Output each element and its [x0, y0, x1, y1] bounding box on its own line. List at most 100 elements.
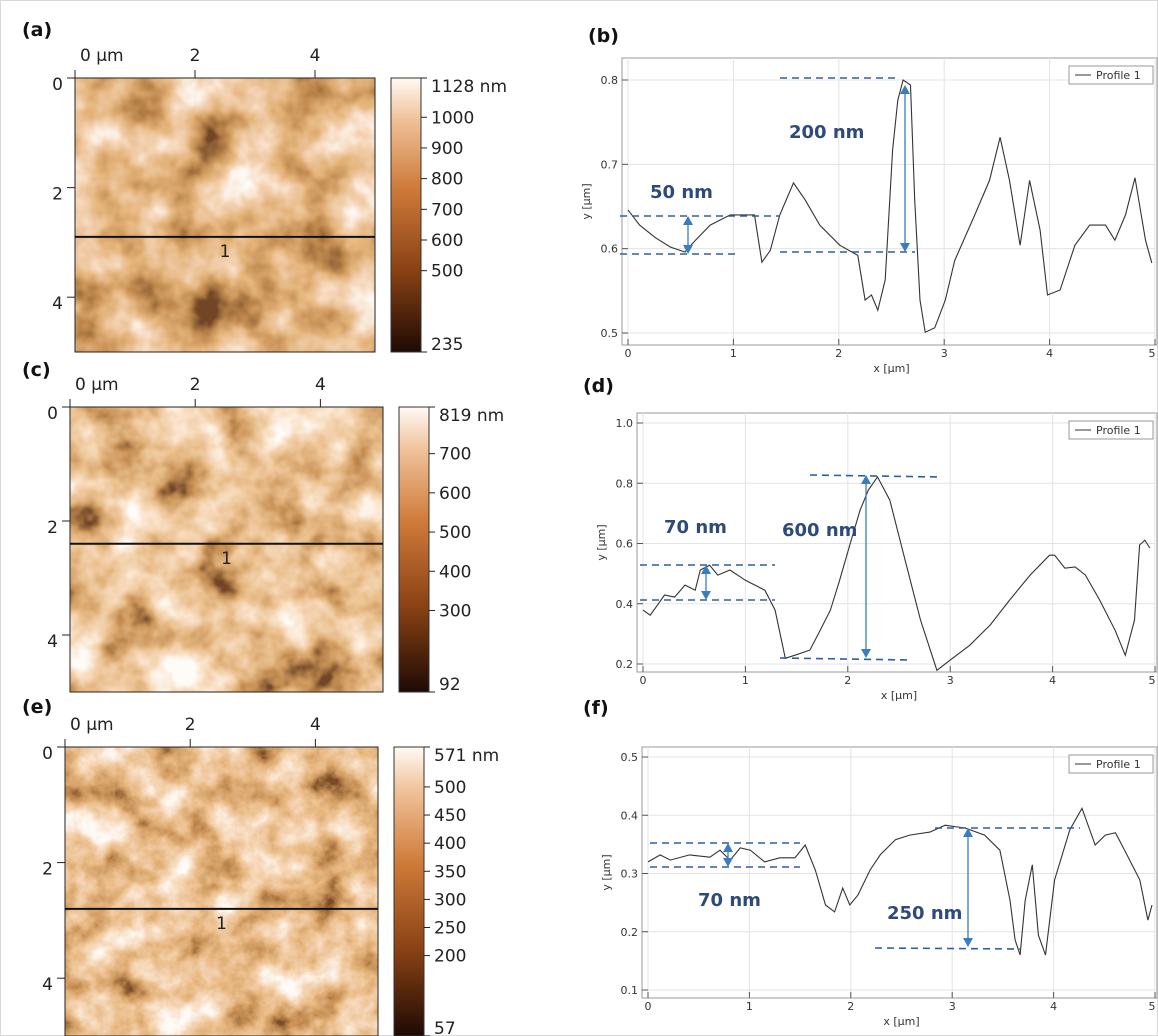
afm-frame: [69, 406, 384, 693]
arrow-head: [683, 245, 693, 254]
profile-label: 1: [221, 549, 232, 569]
colorbar: [390, 77, 422, 353]
y-tick-label: 4: [42, 975, 53, 995]
x-tick-label: 4: [310, 715, 321, 735]
colorbar: [393, 746, 425, 1036]
panel-label: (c): [22, 359, 51, 381]
y-tick-label: 4: [47, 632, 58, 652]
arrow-head: [963, 828, 973, 837]
y-tick-label: 0: [42, 744, 53, 764]
profile-curve: [642, 475, 1151, 672]
x-tick-label: 3: [947, 674, 954, 687]
colorbar-tick-label: 700: [439, 445, 471, 465]
arrow-head: [963, 938, 973, 947]
y-tick-label: 0.1: [621, 984, 639, 997]
y-tick-label: 4: [52, 294, 63, 314]
x-tick-label: 3: [941, 347, 948, 360]
y-tick-label: 1.0: [616, 417, 634, 430]
legend-box: [1068, 420, 1154, 440]
y-axis-label: y [µm]: [580, 183, 593, 219]
arrow-head: [723, 858, 733, 867]
profile-curve: [627, 79, 1153, 333]
x-tick-label: 2: [835, 347, 842, 360]
annotation: 50 nm: [650, 182, 713, 203]
x-tick-label: 1: [730, 347, 737, 360]
y-tick-label: 0.8: [616, 477, 634, 490]
colorbar-tick-label: 1000: [431, 108, 474, 128]
arrow-head: [900, 85, 910, 94]
x-tick-label: 2: [190, 375, 201, 395]
y-tick-label: 0.2: [616, 658, 634, 671]
y-tick-label: 0: [47, 404, 58, 424]
colorbar-tick-label: 900: [431, 139, 463, 159]
colorbar-tick-label: 500: [439, 523, 471, 543]
colorbar-tick-label: 700: [431, 200, 463, 220]
colorbar-tick-label: 800: [431, 170, 463, 190]
colorbar-tick-label: 571 nm: [434, 746, 499, 766]
colorbar-tick-label: 600: [439, 484, 471, 504]
y-tick-label: 0.5: [621, 751, 639, 764]
x-tick-label: 5: [1149, 1000, 1156, 1013]
plot-frame: [636, 412, 1158, 673]
arrow-head: [701, 565, 711, 574]
arrow-head: [861, 649, 871, 658]
annotation-guide: [809, 474, 941, 478]
legend-label: Profile 1: [1096, 69, 1141, 82]
x-tick-label: 2: [185, 715, 196, 735]
y-tick-label: 0.4: [621, 809, 639, 822]
annotation: 600 nm: [782, 520, 857, 541]
colorbar-tick-label: 819 nm: [439, 406, 504, 426]
y-axis-label: y [µm]: [600, 854, 613, 890]
y-tick-label: 2: [42, 860, 53, 880]
x-tick-label: 0 µm: [75, 375, 119, 395]
x-tick-label: 4: [1049, 674, 1056, 687]
colorbar-tick-label: 200: [434, 947, 466, 967]
panel-label: (a): [22, 19, 52, 41]
panel-label: (f): [583, 697, 609, 719]
colorbar: [398, 406, 430, 693]
x-axis-label: x [µm]: [881, 689, 917, 702]
annotation: 200 nm: [789, 122, 864, 143]
x-tick-label: 4: [310, 46, 321, 66]
profile-curve: [647, 806, 1153, 956]
colorbar-tick-label: 235: [431, 335, 463, 355]
y-tick-label: 2: [47, 518, 58, 538]
annotation-guide: [779, 657, 911, 661]
x-tick-label: 1: [746, 1000, 753, 1013]
arrow-head: [701, 591, 711, 600]
x-tick-label: 0 µm: [80, 46, 124, 66]
panel-label: (d): [583, 375, 614, 397]
x-tick-label: 4: [1046, 347, 1053, 360]
annotation: 70 nm: [664, 517, 727, 538]
afm-image: [70, 407, 383, 692]
y-tick-label: 0.6: [616, 538, 634, 551]
profile-label: 1: [220, 242, 231, 262]
legend-box: [1068, 65, 1154, 85]
afm-frame: [74, 77, 376, 353]
x-tick-label: 0: [640, 674, 647, 687]
y-tick-label: 0.4: [616, 598, 634, 611]
annotation: 250 nm: [887, 903, 962, 924]
colorbar-tick-label: 500: [434, 778, 466, 798]
x-tick-label: 0: [625, 347, 632, 360]
colorbar-tick-label: 250: [434, 918, 466, 938]
colorbar-tick-label: 450: [434, 806, 466, 826]
panel-label: (e): [22, 696, 52, 718]
x-tick-label: 3: [949, 1000, 956, 1013]
afm-image: [75, 78, 375, 352]
profile-label: 1: [216, 914, 227, 934]
afm-frame: [64, 746, 379, 1036]
arrow-head: [683, 216, 693, 225]
y-tick-label: 0.3: [621, 868, 639, 881]
y-axis-label: y [µm]: [595, 524, 608, 560]
x-tick-label: 2: [844, 674, 851, 687]
colorbar-tick-label: 400: [434, 834, 466, 854]
arrow-head: [900, 243, 910, 252]
colorbar-tick-label: 57: [434, 1019, 456, 1036]
x-tick-label: 4: [1050, 1000, 1057, 1013]
colorbar-tick-label: 600: [431, 231, 463, 251]
y-tick-label: 0.2: [621, 926, 639, 939]
colorbar-tick-label: 1128 nm: [431, 77, 507, 97]
legend-label: Profile 1: [1096, 758, 1141, 771]
